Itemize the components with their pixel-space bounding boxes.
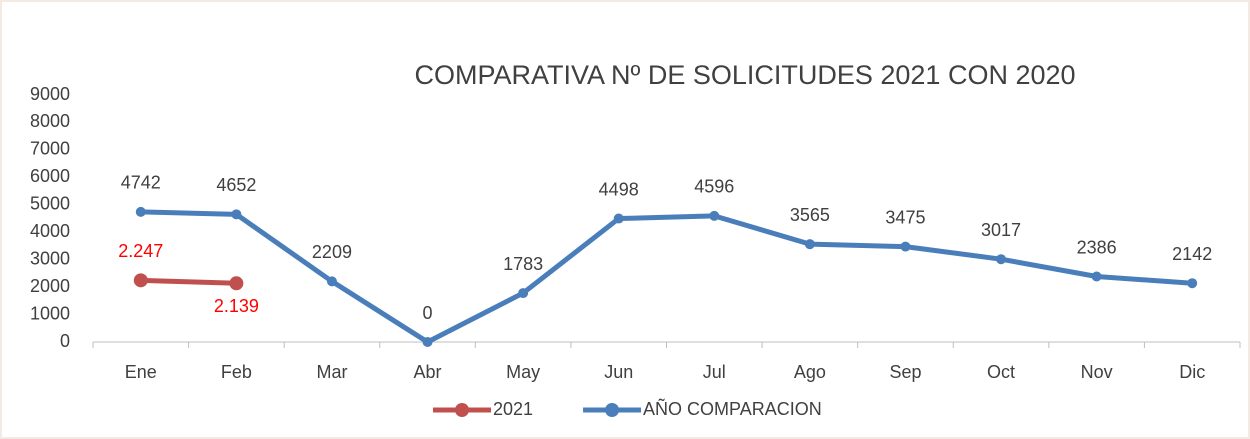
series-line (140, 277, 237, 286)
x-tick-label: Nov (1081, 362, 1113, 382)
x-tick-label: Jul (703, 362, 726, 382)
y-tick-label: 5000 (30, 194, 70, 214)
y-tick-label: 4000 (30, 221, 70, 241)
x-tick-label: Ago (794, 362, 826, 382)
data-label: 2386 (1077, 237, 1117, 257)
data-point (231, 209, 242, 220)
data-label: 4652 (216, 175, 256, 195)
legend-marker (455, 403, 469, 417)
data-point (229, 276, 244, 291)
x-tick-label: Jun (604, 362, 633, 382)
y-tick-label: 2000 (30, 276, 70, 296)
y-tick-label: 8000 (30, 111, 70, 131)
data-label: 2209 (312, 242, 352, 262)
data-label: 3017 (981, 220, 1021, 240)
data-label: 4498 (599, 179, 639, 199)
data-label: 2.247 (118, 241, 163, 261)
data-label: 0 (423, 303, 433, 323)
data-label: 3475 (885, 207, 925, 227)
x-tick-label: May (506, 362, 540, 382)
data-label: 4596 (694, 177, 734, 197)
y-tick-label: 9000 (30, 84, 70, 104)
data-label: 4742 (121, 173, 161, 193)
y-tick-label: 7000 (30, 139, 70, 159)
data-label: 2.139 (214, 296, 259, 316)
data-point (613, 213, 624, 224)
x-tick-label: Feb (221, 362, 252, 382)
y-tick-label: 6000 (30, 166, 70, 186)
legend-marker (605, 403, 620, 417)
x-tick-label: Oct (987, 362, 1015, 382)
y-tick-label: 3000 (30, 248, 70, 268)
data-point (1187, 278, 1198, 289)
y-tick-label: 1000 (30, 303, 70, 323)
data-point (1091, 271, 1102, 282)
x-tick-label: Ene (125, 362, 157, 382)
data-point (900, 241, 911, 252)
data-point (133, 273, 148, 288)
x-tick-label: Abr (414, 362, 442, 382)
x-tick-label: Sep (889, 362, 921, 382)
data-label: 1783 (503, 254, 543, 274)
data-label: 2142 (1172, 244, 1212, 264)
y-tick-label: 0 (60, 331, 70, 351)
chart-title: COMPARATIVA Nº DE SOLICITUDES 2021 CON 2… (414, 60, 1075, 90)
data-point (135, 206, 146, 217)
data-point (804, 239, 815, 250)
series-line (140, 209, 1193, 345)
x-tick-label: Dic (1179, 362, 1205, 382)
x-tick-label: Mar (316, 362, 347, 382)
data-point (996, 254, 1007, 265)
legend-label: AÑO COMPARACION (643, 398, 822, 419)
legend-label: 2021 (493, 399, 533, 419)
data-point (326, 276, 337, 287)
data-point (518, 288, 529, 299)
data-point (709, 210, 720, 221)
data-label: 3565 (790, 205, 830, 225)
data-point (422, 337, 433, 347)
